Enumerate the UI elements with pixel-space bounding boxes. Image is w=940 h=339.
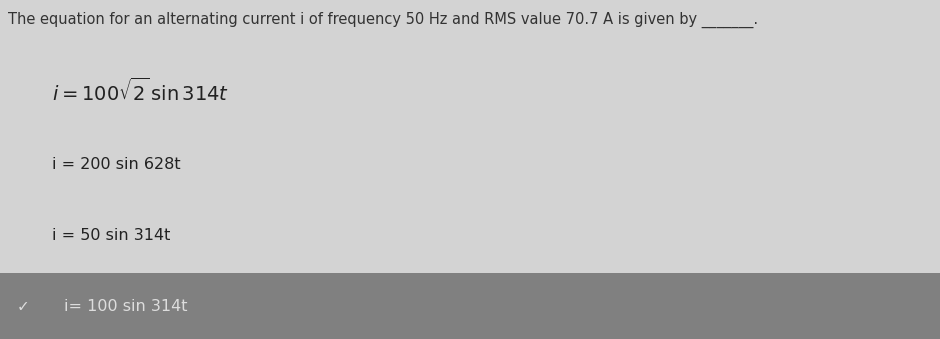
Text: ✓: ✓ bbox=[17, 299, 30, 314]
Text: i = 50 sin 314t: i = 50 sin 314t bbox=[52, 228, 170, 243]
Text: i= 100 sin 314t: i= 100 sin 314t bbox=[64, 299, 187, 314]
Text: $i = 100\sqrt{2}\,\sin 314t$: $i = 100\sqrt{2}\,\sin 314t$ bbox=[52, 78, 228, 105]
Bar bbox=[0, 273, 940, 339]
Text: i = 200 sin 628t: i = 200 sin 628t bbox=[52, 157, 180, 172]
Text: The equation for an alternating current i of frequency 50 Hz and RMS value 70.7 : The equation for an alternating current … bbox=[8, 12, 758, 28]
